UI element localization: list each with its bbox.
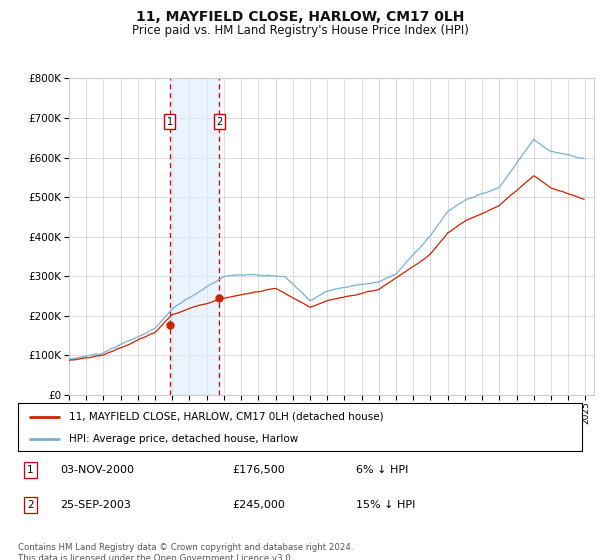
Text: £176,500: £176,500 [232,465,285,475]
Bar [170,78,219,395]
Text: 1: 1 [27,465,34,475]
Text: 1: 1 [166,117,173,127]
Text: Price paid vs. HM Land Registry's House Price Index (HPI): Price paid vs. HM Land Registry's House … [131,24,469,36]
Text: 15% ↓ HPI: 15% ↓ HPI [356,500,416,510]
Text: 2: 2 [216,117,223,127]
Text: HPI: Average price, detached house, Harlow: HPI: Average price, detached house, Harl… [69,434,298,444]
Text: 6% ↓ HPI: 6% ↓ HPI [356,465,409,475]
Text: £245,000: £245,000 [232,500,285,510]
Text: 03-NOV-2000: 03-NOV-2000 [60,465,134,475]
Text: Contains HM Land Registry data © Crown copyright and database right 2024.
This d: Contains HM Land Registry data © Crown c… [18,543,353,560]
Text: 25-SEP-2003: 25-SEP-2003 [60,500,131,510]
Text: 11, MAYFIELD CLOSE, HARLOW, CM17 0LH: 11, MAYFIELD CLOSE, HARLOW, CM17 0LH [136,10,464,24]
Text: 11, MAYFIELD CLOSE, HARLOW, CM17 0LH (detached house): 11, MAYFIELD CLOSE, HARLOW, CM17 0LH (de… [69,412,383,422]
Text: 2: 2 [27,500,34,510]
